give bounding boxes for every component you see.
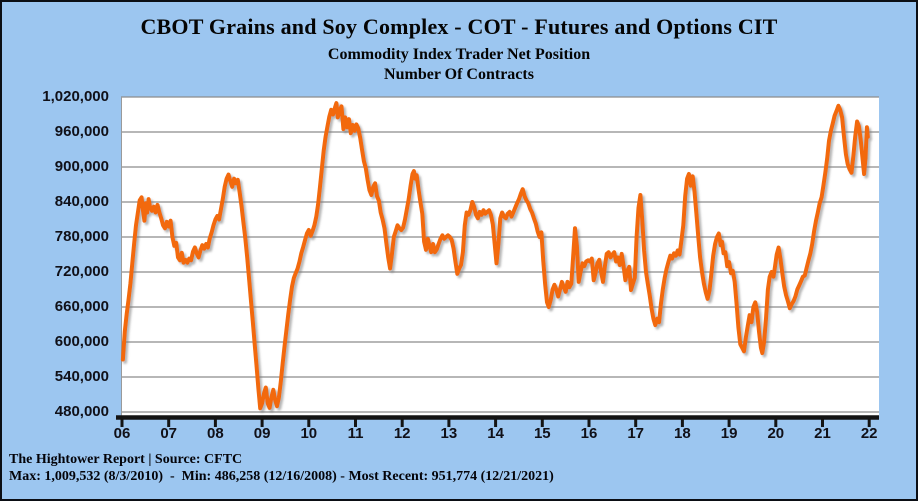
plot-background <box>121 97 879 418</box>
x-tick-label: 22 <box>860 425 878 442</box>
chart-subtitle-line1: Commodity Index Trader Net Position <box>327 46 591 63</box>
y-tick-label: 840,000 <box>54 193 109 210</box>
x-tick-label: 08 <box>207 425 224 442</box>
chart-subtitle-line2: Number Of Contracts <box>384 66 534 83</box>
y-tick-label: 600,000 <box>54 333 109 350</box>
footer-stats-line: Max: 1,009,532 (8/3/2010) - Min: 486,258… <box>9 469 554 484</box>
y-tick-label: 720,000 <box>54 263 109 280</box>
x-tick-label: 15 <box>533 425 551 442</box>
y-tick-label: 900,000 <box>54 158 109 175</box>
series-line-cit-net-position <box>120 101 870 411</box>
x-tick-label: 17 <box>627 425 645 442</box>
x-tick-label: 18 <box>674 425 691 442</box>
x-tick-label: 21 <box>814 425 831 442</box>
footer-source-line: The Hightower Report | Source: CFTC <box>9 452 243 467</box>
x-axis-tick-marks <box>120 419 871 427</box>
y-tick-label: 1,020,000 <box>42 88 109 105</box>
x-tick-label: 11 <box>347 425 364 442</box>
chart-title: CBOT Grains and Soy Complex - COT - Futu… <box>140 14 778 39</box>
x-tick-label: 09 <box>253 425 271 442</box>
x-tick-label: 14 <box>487 425 504 442</box>
x-tick-label: 13 <box>440 425 458 442</box>
x-tick-label: 16 <box>580 425 598 442</box>
x-tick-label: 10 <box>300 425 318 442</box>
x-tick-label: 20 <box>767 425 785 442</box>
x-tick-label: 06 <box>113 425 131 442</box>
y-tick-label: 540,000 <box>54 368 109 385</box>
y-tick-label: 960,000 <box>54 123 109 140</box>
x-tick-label: 12 <box>393 425 411 442</box>
y-tick-label: 780,000 <box>54 228 109 245</box>
x-tick-label: 07 <box>160 425 178 442</box>
y-tick-label: 660,000 <box>54 298 109 315</box>
x-tick-label: 19 <box>720 425 738 442</box>
y-tick-label: 480,000 <box>54 403 109 420</box>
